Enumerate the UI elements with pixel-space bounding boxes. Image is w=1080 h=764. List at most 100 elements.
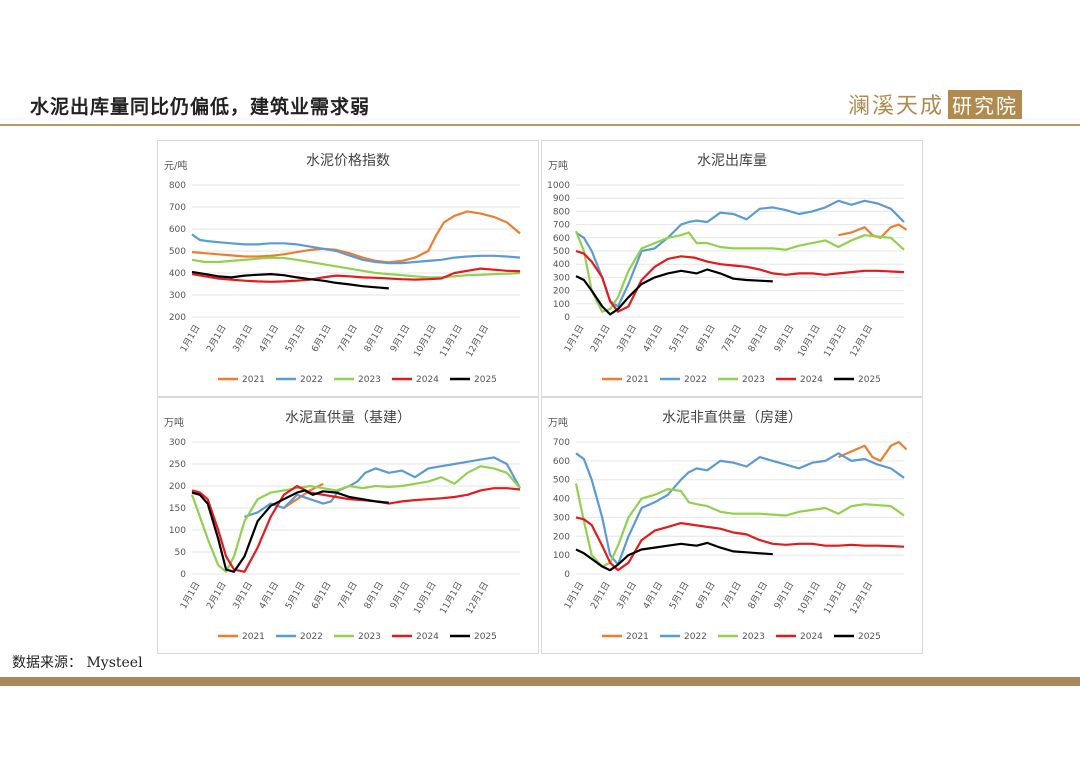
legend-label-2024: 2024 — [416, 632, 439, 642]
legend-label-2022: 2022 — [300, 632, 323, 642]
y-tick-label: 700 — [553, 438, 570, 448]
chart-outbound-volume: 水泥出库量 万吨 0 100 200 300 400 500 600 700 800 900 1000 1… — [547, 153, 908, 385]
x-tick-label: 10月1日 — [796, 580, 823, 616]
series-line-2024 — [191, 267, 521, 283]
x-tick-label: 2月1日 — [204, 323, 228, 354]
legend-label-2022: 2022 — [684, 632, 707, 642]
page-title: 水泥出库量同比仍偏低，建筑业需求弱 — [30, 96, 371, 118]
series-line-2024 — [191, 484, 521, 573]
x-tick-label: 4月1日 — [641, 580, 665, 611]
chart-nondirect-supply: 水泥非直供量（房建） 万吨 0 100 200 300 400 500 600 700 1月1日 2月… — [548, 409, 908, 642]
y-tick-label: 700 — [553, 221, 570, 231]
series-line-2021 — [191, 210, 521, 264]
x-tick-label: 3月1日 — [231, 323, 255, 354]
legend-label-2025: 2025 — [858, 632, 881, 642]
y-tick-label: 300 — [169, 438, 186, 448]
y-tick-label: 700 — [169, 203, 186, 213]
x-tick-label: 6月1日 — [309, 323, 333, 354]
x-tick-label: 9月1日 — [388, 323, 412, 354]
x-tick-label: 5月1日 — [667, 323, 691, 354]
y-tick-label: 400 — [169, 269, 186, 279]
chart-panel-nondirect: 水泥非直供量（房建） 万吨 0 100 200 300 400 500 600 700 1月1日 2月… — [541, 397, 923, 654]
x-tick-label: 8月1日 — [746, 580, 770, 611]
legend-label-2022: 2022 — [684, 375, 707, 385]
chart-title: 水泥价格指数 — [306, 153, 390, 169]
legend-label-2024: 2024 — [800, 632, 823, 642]
x-tick-label: 4月1日 — [257, 580, 281, 611]
series-line-2022 — [575, 452, 905, 566]
y-tick-label: 600 — [553, 234, 570, 244]
legend-label-2025: 2025 — [474, 632, 497, 642]
y-tick-label: 300 — [553, 513, 570, 523]
chart-title: 水泥直供量（基建） — [285, 409, 411, 426]
legend-label-2021: 2021 — [242, 632, 265, 642]
y-tick-label: 200 — [169, 313, 186, 323]
y-tick-label: 800 — [553, 207, 570, 217]
y-tick-label: 150 — [169, 504, 186, 514]
legend-label-2024: 2024 — [800, 375, 823, 385]
series-line-2023 — [574, 483, 905, 568]
y-tick-label: 200 — [553, 287, 570, 297]
y-tick-label: 0 — [564, 313, 570, 323]
x-tick-label: 7月1日 — [336, 323, 360, 354]
chart-price-index: 水泥价格指数 元/吨 200 300 400 500 600 700 800 1月1日 2月1日 3月… — [164, 153, 521, 385]
x-tick-label: 2月1日 — [588, 580, 612, 611]
x-tick-label: 6月1日 — [693, 323, 717, 354]
y-tick-label: 400 — [553, 495, 570, 505]
x-tick-label: 9月1日 — [772, 323, 796, 354]
x-tick-label: 10月1日 — [412, 580, 439, 616]
y-axis-unit: 元/吨 — [164, 159, 187, 172]
x-tick-label: 5月1日 — [283, 323, 307, 354]
series-line-2025 — [575, 268, 773, 316]
series-line-2023 — [574, 230, 905, 313]
y-tick-label: 200 — [169, 482, 186, 492]
x-tick-label: 12月1日 — [848, 323, 875, 359]
series-line-2025 — [191, 270, 389, 290]
series-line-2022 — [191, 233, 521, 265]
x-tick-label: 3月1日 — [615, 580, 639, 611]
x-tick-label: 5月1日 — [667, 580, 691, 611]
x-tick-label: 12月1日 — [464, 323, 491, 359]
y-tick-label: 100 — [553, 300, 570, 310]
header-divider — [0, 124, 1080, 126]
x-tick-label: 9月1日 — [388, 580, 412, 611]
y-tick-label: 250 — [169, 460, 186, 470]
x-tick-label: 3月1日 — [615, 323, 639, 354]
series-line-2023 — [191, 256, 521, 279]
x-tick-label: 6月1日 — [693, 580, 717, 611]
x-tick-label: 12月1日 — [464, 580, 491, 616]
x-tick-label: 11月1日 — [822, 323, 849, 359]
chart-title: 水泥出库量 — [697, 153, 767, 169]
y-axis-unit: 万吨 — [164, 416, 184, 429]
series-line-2025 — [191, 489, 389, 573]
legend-label-2025: 2025 — [858, 375, 881, 385]
y-tick-label: 600 — [169, 225, 186, 235]
x-tick-label: 3月1日 — [231, 580, 255, 611]
y-tick-label: 600 — [553, 457, 570, 467]
y-tick-label: 0 — [564, 570, 570, 580]
y-tick-label: 500 — [169, 247, 186, 257]
chart-direct-supply: 水泥直供量（基建） 万吨 0 50 100 150 200 250 300 1月1日 2月1日 3月1… — [164, 409, 521, 642]
y-tick-label: 500 — [553, 476, 570, 486]
x-tick-label: 10月1日 — [796, 323, 823, 359]
y-axis-unit: 万吨 — [548, 416, 568, 429]
x-tick-label: 12月1日 — [848, 580, 875, 616]
y-tick-label: 500 — [553, 247, 570, 257]
x-tick-label: 10月1日 — [412, 323, 439, 359]
x-tick-label: 11月1日 — [438, 323, 465, 359]
x-tick-label: 8月1日 — [746, 323, 770, 354]
series-line-2022 — [244, 456, 521, 518]
legend-label-2021: 2021 — [626, 632, 649, 642]
logo-text: 澜溪天成 — [848, 94, 945, 119]
series-line-2021 — [837, 440, 908, 463]
chart-panel-price: 水泥价格指数 元/吨 200 300 400 500 600 700 800 1月1日 2月1日 3月… — [157, 140, 539, 397]
legend-label-2024: 2024 — [416, 375, 439, 385]
y-axis-unit: 万吨 — [548, 159, 568, 172]
y-tick-label: 100 — [169, 526, 186, 536]
logo-box-text: 研究院 — [948, 90, 1023, 119]
y-tick-label: 0 — [180, 570, 186, 580]
legend-label-2025: 2025 — [474, 375, 497, 385]
chart-title: 水泥非直供量（房建） — [662, 409, 802, 426]
x-tick-label: 5月1日 — [283, 580, 307, 611]
data-source: 数据来源： Mysteel — [12, 655, 143, 671]
